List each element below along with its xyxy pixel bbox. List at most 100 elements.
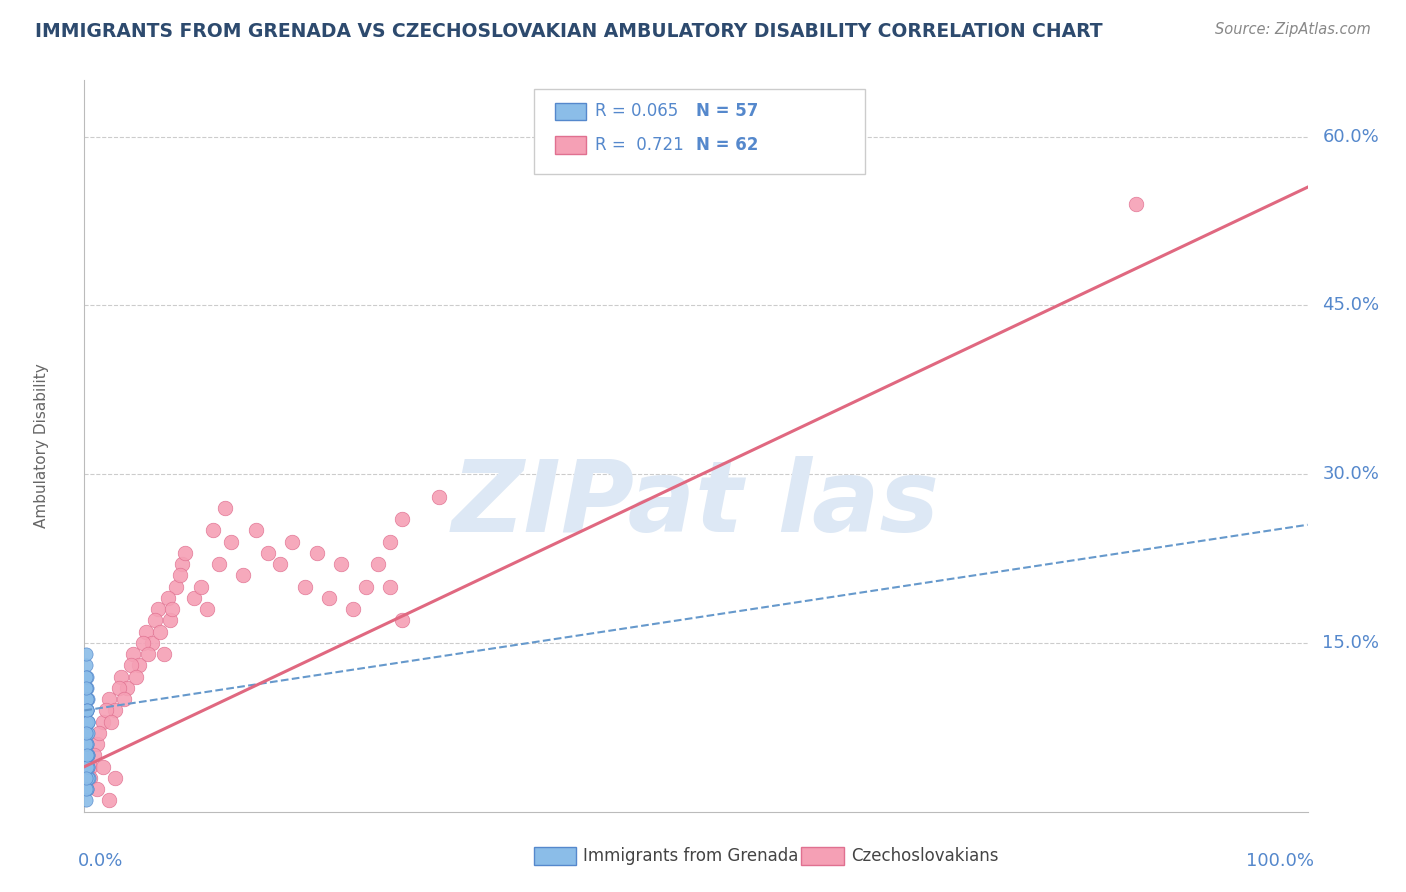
Text: IMMIGRANTS FROM GRENADA VS CZECHOSLOVAKIAN AMBULATORY DISABILITY CORRELATION CHA: IMMIGRANTS FROM GRENADA VS CZECHOSLOVAKI… — [35, 22, 1102, 41]
Point — [76, 760, 98, 774]
Point — [91, 760, 114, 774]
Point — [1125, 197, 1147, 211]
Point — [232, 568, 254, 582]
Point — [104, 771, 127, 785]
Point — [76, 748, 98, 763]
Text: 30.0%: 30.0% — [1322, 465, 1379, 483]
Point — [162, 602, 184, 616]
Point — [219, 534, 242, 549]
Point — [75, 793, 97, 807]
Point — [208, 557, 231, 571]
Point — [354, 580, 377, 594]
Point — [77, 714, 100, 729]
Point — [76, 760, 98, 774]
Point — [305, 546, 328, 560]
Point — [76, 692, 98, 706]
Point — [75, 670, 97, 684]
Point — [159, 614, 181, 628]
Point — [75, 681, 97, 695]
Point — [75, 692, 97, 706]
Point — [153, 647, 176, 661]
Point — [173, 546, 195, 560]
Text: R = 0.065: R = 0.065 — [595, 103, 678, 120]
Point — [76, 703, 98, 717]
Point — [143, 614, 166, 628]
Point — [183, 591, 205, 605]
Point — [77, 771, 100, 785]
Text: Source: ZipAtlas.com: Source: ZipAtlas.com — [1215, 22, 1371, 37]
Point — [76, 681, 98, 695]
Point — [77, 771, 100, 785]
Point — [391, 614, 413, 628]
Point — [110, 670, 132, 684]
Point — [79, 771, 101, 785]
Text: Czechoslovakians: Czechoslovakians — [851, 847, 998, 865]
Point — [391, 512, 413, 526]
Point — [76, 726, 98, 740]
Point — [76, 737, 98, 751]
Point — [214, 500, 236, 515]
Point — [96, 703, 118, 717]
Text: 60.0%: 60.0% — [1322, 128, 1379, 145]
Text: ZIPat las: ZIPat las — [451, 456, 941, 553]
Text: Ambulatory Disability: Ambulatory Disability — [34, 364, 49, 528]
Text: 100.0%: 100.0% — [1246, 852, 1313, 870]
Point — [87, 726, 110, 740]
Point — [146, 602, 169, 616]
Point — [281, 534, 304, 549]
Point — [76, 692, 98, 706]
Point — [86, 782, 108, 797]
Text: R =  0.721: R = 0.721 — [595, 136, 683, 154]
Point — [76, 703, 98, 717]
Text: Immigrants from Grenada: Immigrants from Grenada — [583, 847, 799, 865]
Point — [195, 602, 218, 616]
Point — [79, 760, 101, 774]
Point — [76, 748, 98, 763]
Point — [330, 557, 353, 571]
Point — [75, 782, 97, 797]
Point — [172, 557, 194, 571]
Text: 45.0%: 45.0% — [1322, 296, 1379, 314]
Point — [201, 524, 224, 538]
Point — [75, 670, 97, 684]
Point — [91, 714, 114, 729]
Point — [165, 580, 187, 594]
Point — [75, 726, 97, 740]
Point — [75, 681, 97, 695]
Point — [190, 580, 212, 594]
Point — [76, 703, 98, 717]
Point — [75, 748, 97, 763]
Point — [76, 714, 98, 729]
Text: 15.0%: 15.0% — [1322, 634, 1379, 652]
Point — [76, 782, 98, 797]
Point — [156, 591, 179, 605]
Point — [76, 726, 98, 740]
Point — [136, 647, 159, 661]
Point — [380, 534, 402, 549]
Point — [86, 737, 108, 751]
Text: N = 57: N = 57 — [696, 103, 758, 120]
Point — [367, 557, 389, 571]
Point — [97, 692, 120, 706]
Point — [77, 771, 100, 785]
Point — [100, 714, 122, 729]
Point — [104, 703, 127, 717]
Point — [75, 703, 97, 717]
Point — [77, 760, 100, 774]
Point — [77, 760, 100, 774]
Point — [76, 726, 98, 740]
Point — [122, 647, 145, 661]
Point — [380, 580, 402, 594]
Text: N = 62: N = 62 — [696, 136, 758, 154]
Point — [76, 748, 98, 763]
Point — [318, 591, 340, 605]
Point — [77, 748, 100, 763]
Point — [342, 602, 364, 616]
Point — [76, 737, 98, 751]
Point — [77, 726, 100, 740]
Point — [75, 647, 97, 661]
Point — [294, 580, 316, 594]
Point — [125, 670, 148, 684]
Point — [75, 714, 97, 729]
Point — [76, 670, 98, 684]
